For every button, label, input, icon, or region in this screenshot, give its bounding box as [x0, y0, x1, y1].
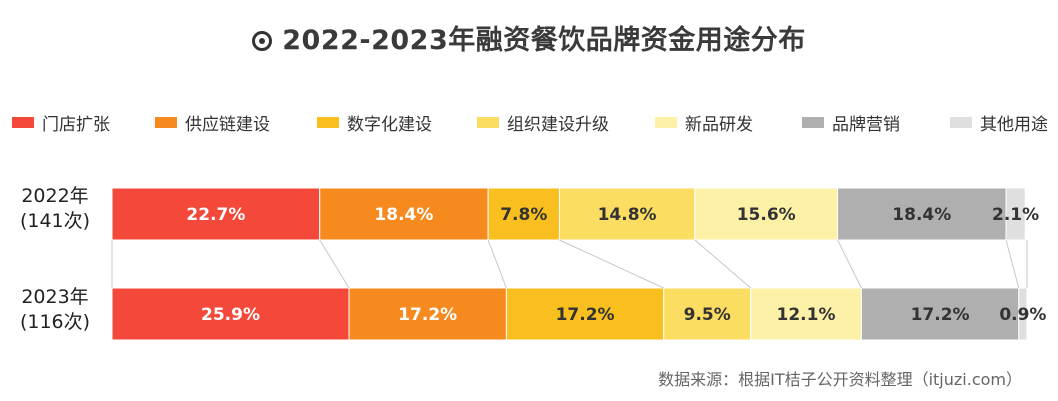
- bar-segment: [558, 187, 696, 241]
- data-label: 9.5%: [684, 305, 731, 325]
- bar-segment: [694, 187, 839, 241]
- legend-swatch: [155, 117, 177, 128]
- legend-swatch: [12, 117, 34, 128]
- data-label: 17.2%: [556, 305, 615, 325]
- data-label: 18.4%: [892, 205, 951, 225]
- bar-segment: [750, 287, 862, 341]
- data-source: 数据来源：根据IT桔子公开资料整理（itjuzi.com）: [658, 370, 1022, 389]
- connector-line: [837, 239, 862, 289]
- data-label: 15.6%: [737, 205, 796, 225]
- connector-line: [487, 239, 507, 289]
- category-year: 2022年: [21, 185, 89, 207]
- bar-segment: [1018, 287, 1028, 341]
- bar-segment: [111, 287, 350, 341]
- legend-item: 供应链建设: [155, 110, 270, 135]
- legend-label: 数字化建设: [347, 115, 432, 135]
- data-label: 22.7%: [186, 205, 245, 225]
- legend-label: 品牌营销: [832, 115, 900, 135]
- bar-segment: [319, 187, 489, 241]
- connector-line: [559, 239, 664, 289]
- data-label: 0.9%: [999, 305, 1046, 325]
- bar-segment: [860, 287, 1020, 341]
- legend-item: 数字化建设: [317, 110, 432, 135]
- category-label-2023: 2023年 (116次): [10, 285, 100, 335]
- legend: 门店扩张 供应链建设 数字化建设 组织建设升级 新品研发 品牌营销 其他用途: [12, 110, 1052, 135]
- legend-swatch: [802, 117, 824, 128]
- legend-item: 其他用途: [950, 110, 1048, 135]
- bar-segment: [1005, 187, 1026, 241]
- data-label: 25.9%: [201, 305, 260, 325]
- legend-swatch: [317, 117, 339, 128]
- chart-title: 2022-2023年融资餐饮品牌资金用途分布: [0, 18, 1058, 57]
- legend-label: 门店扩张: [42, 115, 110, 135]
- data-label: 17.2%: [398, 305, 457, 325]
- legend-item: 门店扩张: [12, 110, 110, 135]
- connector-line: [694, 239, 752, 289]
- legend-item: 组织建设升级: [477, 110, 609, 135]
- bar-segment: [487, 187, 561, 241]
- legend-label: 组织建设升级: [507, 115, 609, 135]
- legend-swatch: [477, 117, 499, 128]
- legend-label: 其他用途: [980, 115, 1048, 135]
- data-label: 14.8%: [598, 205, 657, 225]
- connector-line: [319, 239, 350, 289]
- data-label: 7.8%: [500, 205, 547, 225]
- legend-item: 品牌营销: [802, 110, 900, 135]
- data-label: 17.2%: [911, 305, 970, 325]
- bar-segment: [663, 287, 752, 341]
- legend-label: 新品研发: [685, 115, 753, 135]
- legend-label: 供应链建设: [185, 115, 270, 135]
- legend-swatch: [655, 117, 677, 128]
- target-icon: [252, 31, 273, 51]
- data-label: 12.1%: [777, 305, 836, 325]
- category-year: 2023年: [21, 286, 89, 308]
- category-count: (116次): [19, 311, 91, 333]
- connector-line: [1005, 239, 1020, 289]
- data-label: 18.4%: [374, 205, 433, 225]
- chart-title-text: 2022-2023年融资餐饮品牌资金用途分布: [282, 25, 806, 56]
- category-label-2022: 2022年 (141次): [10, 184, 100, 234]
- legend-item: 新品研发: [655, 110, 753, 135]
- data-label: 2.1%: [992, 205, 1039, 225]
- bar-segment: [505, 287, 665, 341]
- legend-swatch: [950, 117, 972, 128]
- bar-segment: [348, 287, 507, 341]
- category-count: (141次): [19, 210, 91, 232]
